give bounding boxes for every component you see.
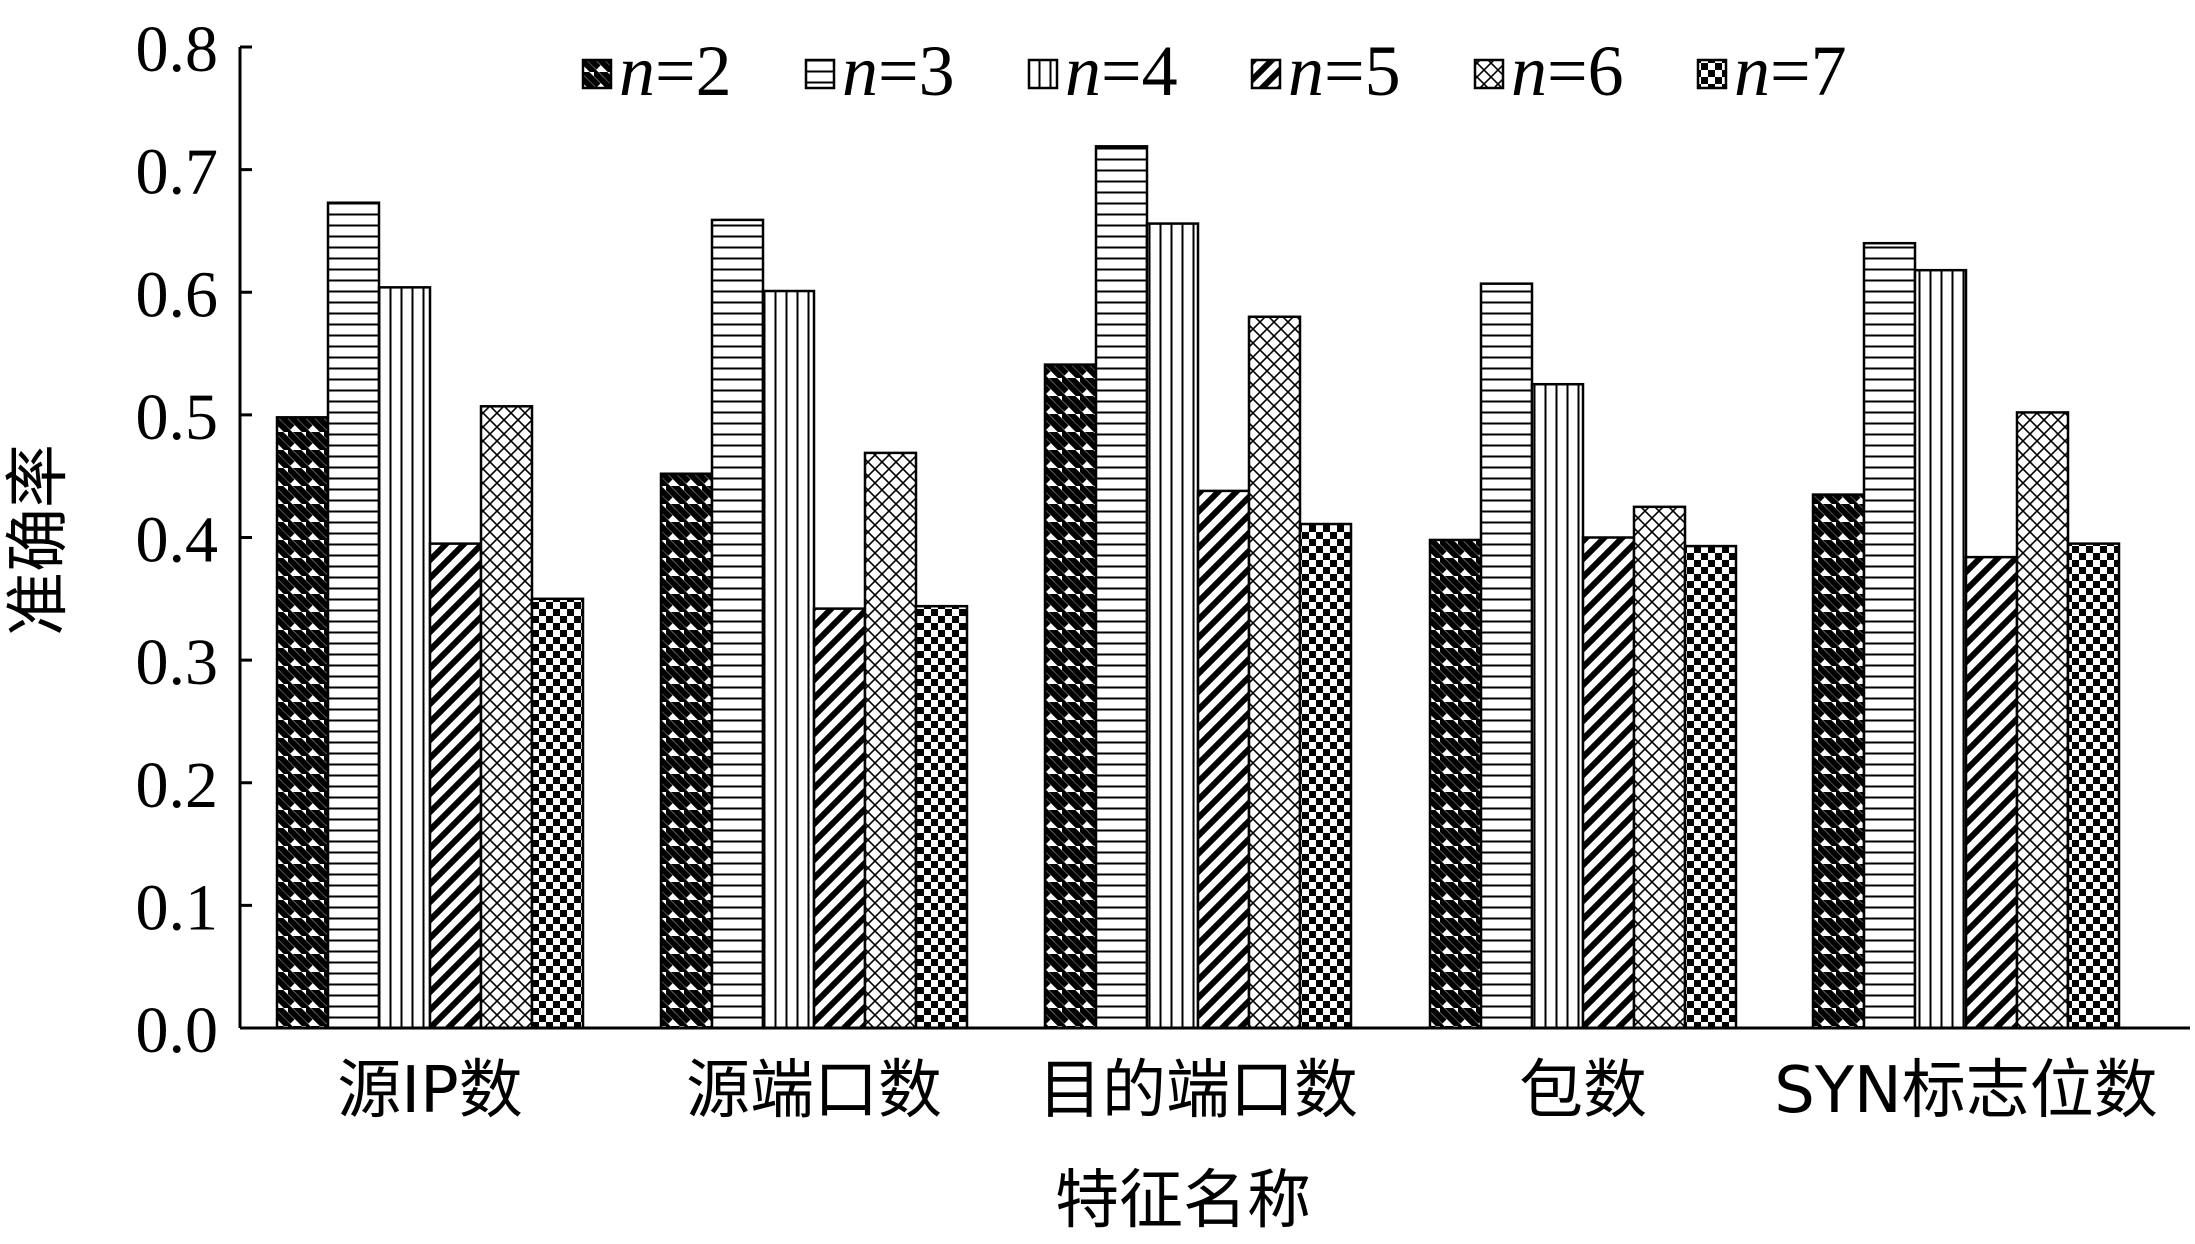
bar-n=5-2: [1196, 489, 1251, 1030]
legend-label: n=2: [619, 31, 732, 111]
bar-n=2-3: [1428, 538, 1483, 1030]
bar-n=5-3: [1581, 536, 1636, 1030]
bar-n=4-1: [761, 289, 816, 1030]
legend-label: n=3: [842, 31, 955, 111]
bar-n=3-2: [1094, 145, 1149, 1030]
bars-layer: [275, 145, 2121, 1030]
y-tick-label: 0.3: [136, 626, 219, 699]
bar-n=2-1: [659, 472, 714, 1030]
bar-n=6-3: [1632, 505, 1687, 1030]
x-axis-title: 特征名称: [1055, 1164, 1311, 1238]
bar-n=4-0: [377, 286, 432, 1030]
x-category-label: 包数: [1519, 1054, 1647, 1128]
bar-n=5-1: [812, 607, 867, 1030]
legend-swatch: [581, 58, 613, 90]
bar-n=6-0: [479, 405, 534, 1030]
legend: n=2 n=3 n=4 n=5 n=6 n=7: [581, 31, 1847, 111]
x-category-label: 源IP数: [337, 1054, 522, 1128]
bar-n=5-4: [1964, 555, 2019, 1030]
legend-swatch: [1473, 58, 1505, 90]
y-tick-label: 0.5: [136, 381, 219, 454]
bar-n=4-4: [1913, 268, 1968, 1030]
legend-swatch: [1696, 58, 1728, 90]
bar-n=7-2: [1298, 522, 1353, 1030]
bar-n=7-4: [2066, 542, 2121, 1030]
y-tick-label: 0.8: [136, 13, 219, 86]
bar-n=3-0: [326, 201, 381, 1030]
bar-n=6-2: [1247, 315, 1302, 1030]
bar-n=7-1: [914, 604, 969, 1030]
bar-n=5-0: [428, 542, 483, 1030]
bar-n=7-3: [1683, 544, 1738, 1030]
legend-swatch: [1027, 58, 1059, 90]
legend-label: n=5: [1288, 31, 1401, 111]
legend-label: n=6: [1511, 31, 1624, 111]
legend-swatch: [1250, 58, 1282, 90]
bar-n=3-1: [710, 218, 765, 1030]
bar-n=3-4: [1862, 241, 1917, 1030]
bar-n=7-0: [530, 597, 585, 1030]
y-tick-label: 0.1: [136, 871, 219, 944]
y-tick-label: 0.2: [136, 749, 219, 822]
x-category-label: 源端口数: [686, 1054, 942, 1128]
bar-n=3-3: [1479, 282, 1534, 1030]
y-tick-label: 0.7: [136, 136, 219, 209]
bar-n=2-4: [1811, 493, 1866, 1030]
legend-label: n=4: [1065, 31, 1178, 111]
bar-n=4-3: [1530, 382, 1585, 1030]
bar-n=4-2: [1145, 222, 1200, 1030]
bar-n=2-0: [275, 416, 330, 1030]
axes-layer: 0.0 0.1 0.2 0.3 0.4 0.5 0.6 0.7 0.8 源IP数 源端口数 目的端口数…: [136, 13, 2190, 1128]
y-tick-label: 0.0: [136, 994, 219, 1067]
bar-n=2-2: [1043, 363, 1098, 1030]
legend-label: n=7: [1734, 31, 1847, 111]
bar-n=6-4: [2015, 411, 2070, 1030]
y-tick-label: 0.4: [136, 504, 219, 577]
legend-swatch: [804, 58, 836, 90]
x-category-label: 目的端口数: [1038, 1054, 1358, 1128]
bar-n=6-1: [863, 451, 918, 1030]
y-axis-title: 准确率: [2, 444, 76, 636]
y-tick-label: 0.6: [136, 258, 219, 331]
x-category-label: SYN标志位数: [1774, 1054, 2158, 1128]
